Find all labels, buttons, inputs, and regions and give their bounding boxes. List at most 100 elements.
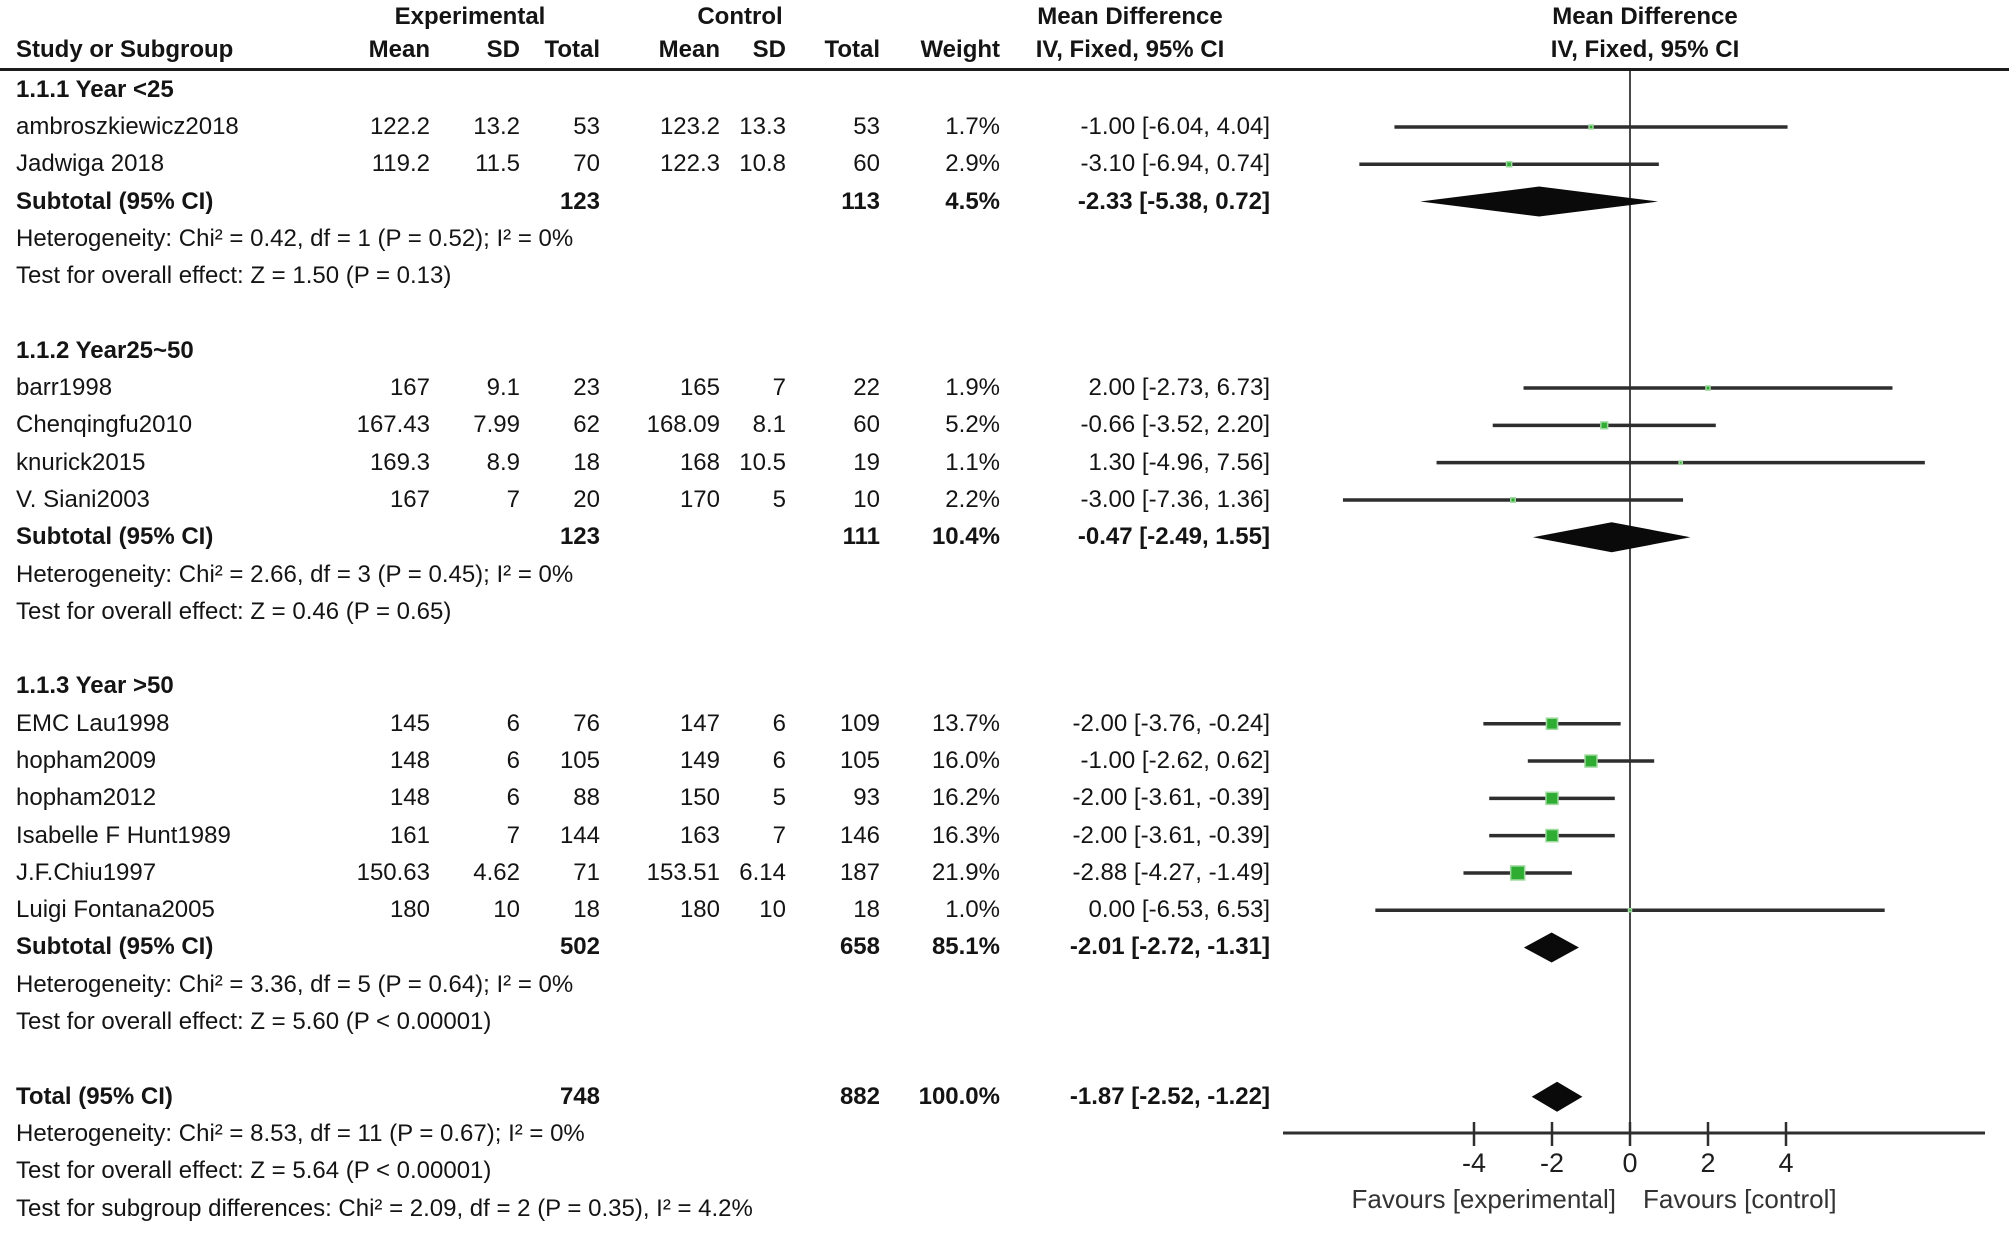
ci-text: -1.00 [-6.04, 4.04] — [1080, 112, 1270, 140]
ctrl-total: 18 — [853, 896, 880, 924]
exp-total: 105 — [559, 746, 600, 774]
exp-total: 76 — [573, 709, 600, 737]
table-header: Experimental Control Mean Difference Mea… — [0, 0, 2009, 71]
exp-mean: 167.43 — [356, 411, 430, 439]
study-row: hopham2009 148 6 105 149 6 105 16.0% -1.… — [0, 742, 1280, 779]
ctrl-total: 22 — [853, 374, 880, 402]
weight: 16.2% — [931, 784, 1000, 812]
exp-total: 88 — [573, 784, 600, 812]
ctrl-sd: 10.5 — [739, 448, 786, 476]
effect-marker — [1705, 385, 1711, 391]
study-row: Chenqingfu2010 167.43 7.99 62 168.09 8.1… — [0, 407, 1280, 444]
exp-mean: 180 — [389, 896, 430, 924]
exp-mean: 145 — [389, 709, 430, 737]
total-overall-effect-note: Test for overall effect: Z = 5.64 (P < 0… — [16, 1157, 492, 1185]
exp-sd: 10 — [493, 896, 520, 924]
effect-marker — [1510, 496, 1516, 503]
exp-sd: 7 — [506, 485, 520, 513]
weight: 16.3% — [931, 821, 1000, 849]
ci-text: -2.00 [-3.61, -0.39] — [1072, 784, 1270, 812]
exp-sd: 6 — [506, 746, 520, 774]
exp-mean: 148 — [389, 746, 430, 774]
subtotal-row: Subtotal (95% CI) 123 113 4.5% -2.33 [-5… — [0, 183, 1280, 220]
header-mean-difference-table: Mean Difference — [1037, 3, 1223, 30]
exp-total: 23 — [573, 374, 600, 402]
exp-total: 53 — [573, 112, 600, 140]
axis-tick-label: -4 — [1462, 1148, 1486, 1178]
subtotal-exp-total: 123 — [559, 523, 600, 551]
subgroup-title: 1.1.1 Year <25 — [16, 75, 174, 103]
study-name: Jadwiga 2018 — [16, 150, 165, 178]
exp-mean: 161 — [389, 821, 430, 849]
exp-sd: 13.2 — [473, 112, 520, 140]
total-ctrl-total: 882 — [839, 1082, 880, 1110]
ci-text: -2.88 [-4.27, -1.49] — [1072, 858, 1270, 886]
col-ctrl-total: Total — [824, 36, 880, 63]
exp-sd: 8.9 — [486, 448, 520, 476]
overall-effect-note: Test for overall effect: Z = 5.60 (P < 0… — [16, 1008, 492, 1036]
study-row: EMC Lau1998 145 6 76 147 6 109 13.7% -2.… — [0, 705, 1280, 742]
ctrl-total: 105 — [839, 746, 880, 774]
study-row: J.F.Chiu1997 150.63 4.62 71 153.51 6.14 … — [0, 854, 1280, 891]
subtotal-ci-text: -2.33 [-5.38, 0.72] — [1077, 187, 1270, 215]
ci-text: -3.10 [-6.94, 0.74] — [1080, 150, 1270, 178]
study-name: Chenqingfu2010 — [16, 411, 193, 439]
study-name: hopham2009 — [16, 746, 157, 774]
exp-sd: 11.5 — [475, 150, 520, 178]
exp-sd: 4.62 — [473, 858, 520, 886]
effect-marker — [1545, 791, 1559, 806]
exp-sd: 9.1 — [486, 374, 520, 402]
effect-marker — [1505, 160, 1513, 168]
favours-control-label: Favours [control] — [1643, 1184, 1837, 1214]
pooled-diamond — [1531, 1081, 1583, 1112]
exp-total: 62 — [573, 411, 600, 439]
weight: 16.0% — [931, 746, 1000, 774]
exp-total: 18 — [573, 448, 600, 476]
ci-text: -3.00 [-7.36, 1.36] — [1080, 485, 1270, 513]
subgroup-differences-note: Test for subgroup differences: Chi² = 2.… — [16, 1194, 753, 1222]
subtotal-ci-text: -0.47 [-2.49, 1.55] — [1077, 523, 1270, 551]
ctrl-total: 60 — [853, 150, 880, 178]
ctrl-mean: 170 — [679, 485, 720, 513]
total-label: Total (95% CI) — [16, 1082, 173, 1110]
exp-mean: 167 — [389, 374, 430, 402]
subgroup-title: 1.1.2 Year25~50 — [16, 336, 194, 364]
exp-mean: 167 — [389, 485, 430, 513]
subtotal-label: Subtotal (95% CI) — [16, 523, 214, 551]
ctrl-sd: 8.1 — [752, 411, 786, 439]
study-row: Jadwiga 2018 119.2 11.5 70 122.3 10.8 60… — [0, 146, 1280, 183]
col-ctrl-sd: SD — [752, 36, 786, 63]
subtotal-exp-total: 502 — [559, 933, 600, 961]
exp-total: 20 — [573, 485, 600, 513]
study-name: J.F.Chiu1997 — [16, 858, 157, 886]
effect-marker — [1545, 717, 1559, 731]
study-name: barr1998 — [16, 374, 113, 402]
study-name: EMC Lau1998 — [16, 709, 170, 737]
ctrl-sd: 5 — [772, 485, 786, 513]
subtotal-ci-text: -2.01 [-2.72, -1.31] — [1069, 933, 1270, 961]
subtotal-label: Subtotal (95% CI) — [16, 933, 214, 961]
pooled-diamond — [1532, 522, 1691, 553]
exp-mean: 148 — [389, 784, 430, 812]
table-body: 1.1.1 Year <25 ambroszkiewicz2018 122.2 … — [0, 71, 1280, 1227]
ctrl-sd: 7 — [772, 821, 786, 849]
exp-sd: 6 — [506, 784, 520, 812]
subtotal-label: Subtotal (95% CI) — [16, 187, 214, 215]
exp-mean: 122.2 — [369, 112, 430, 140]
exp-sd: 7.99 — [473, 411, 520, 439]
exp-mean: 119.2 — [371, 150, 430, 178]
study-name: V. Siani2003 — [16, 485, 150, 513]
header-control-group: Control — [697, 3, 783, 30]
overall-effect-note: Test for overall effect: Z = 0.46 (P = 0… — [16, 597, 452, 625]
ctrl-total: 53 — [853, 112, 880, 140]
heterogeneity-note: Heterogeneity: Chi² = 2.66, df = 3 (P = … — [16, 560, 574, 588]
study-row: hopham2012 148 6 88 150 5 93 16.2% -2.00… — [0, 780, 1280, 817]
subtotal-ctrl-total: 111 — [842, 523, 880, 551]
ctrl-total: 146 — [839, 821, 880, 849]
study-name: Isabelle F Hunt1989 — [16, 821, 231, 849]
ctrl-total: 187 — [839, 858, 880, 886]
weight: 2.2% — [945, 485, 1000, 513]
exp-total: 18 — [573, 896, 600, 924]
axis-tick-label: 2 — [1700, 1148, 1715, 1178]
heterogeneity-note: Heterogeneity: Chi² = 0.42, df = 1 (P = … — [16, 224, 574, 252]
